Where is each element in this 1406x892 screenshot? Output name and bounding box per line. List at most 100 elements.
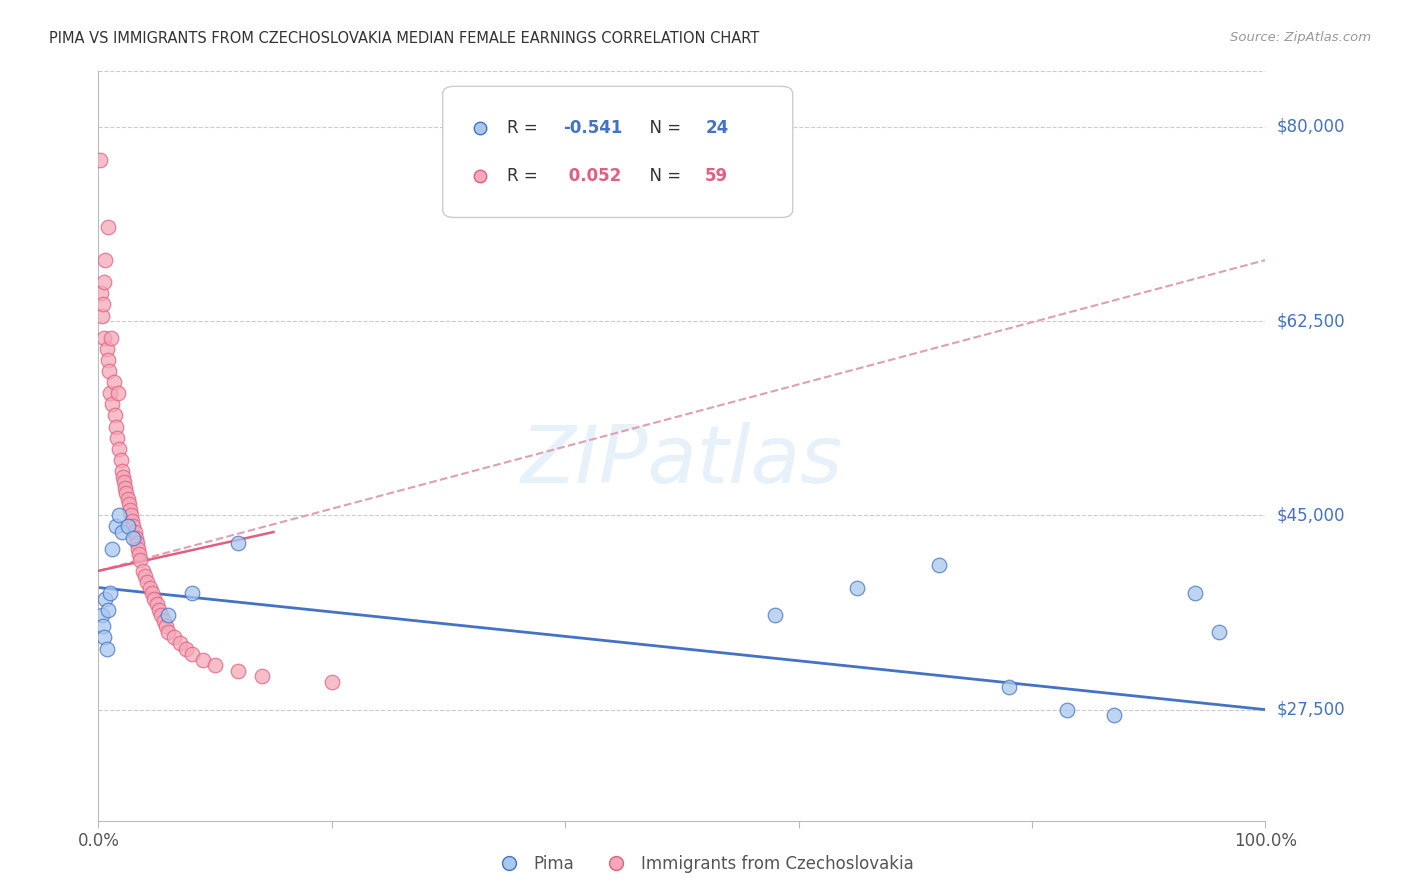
Point xyxy=(93,331,115,345)
Legend: Pima, Immigrants from Czechoslovakia: Pima, Immigrants from Czechoslovakia xyxy=(485,848,921,880)
Point xyxy=(228,536,250,550)
Text: R =: R = xyxy=(508,168,543,186)
Point xyxy=(157,608,180,623)
Point xyxy=(146,597,169,611)
Text: R =: R = xyxy=(508,119,543,136)
Point xyxy=(94,591,117,606)
Point xyxy=(228,664,250,678)
Point xyxy=(115,486,138,500)
Point xyxy=(89,153,111,168)
Point xyxy=(1184,586,1206,600)
Point xyxy=(157,624,180,639)
Point xyxy=(98,386,121,401)
Point xyxy=(180,586,202,600)
Point xyxy=(118,497,141,511)
Point xyxy=(1056,703,1078,717)
Text: N =: N = xyxy=(638,119,686,136)
Point xyxy=(94,253,117,268)
Point xyxy=(928,558,950,573)
Point xyxy=(163,631,186,645)
Point xyxy=(193,653,215,667)
Point xyxy=(122,519,145,533)
Point xyxy=(124,524,146,539)
Point xyxy=(97,364,120,378)
Point xyxy=(108,508,131,523)
Point xyxy=(117,519,139,533)
Point xyxy=(136,574,159,589)
Point xyxy=(152,614,174,628)
Point xyxy=(110,453,132,467)
Point xyxy=(111,469,134,483)
Point xyxy=(104,519,127,533)
Point xyxy=(122,531,145,545)
Point xyxy=(104,409,127,423)
Point xyxy=(155,619,177,633)
Point xyxy=(114,481,136,495)
Point xyxy=(108,442,131,456)
Point xyxy=(90,608,112,623)
Point xyxy=(125,536,148,550)
Point xyxy=(93,275,115,289)
Text: $62,500: $62,500 xyxy=(1277,312,1346,330)
Point xyxy=(132,564,155,578)
Point xyxy=(127,541,149,556)
Point xyxy=(169,636,191,650)
Text: N =: N = xyxy=(638,168,686,186)
Point xyxy=(139,581,162,595)
Point xyxy=(111,524,134,539)
Point xyxy=(96,641,118,656)
Point xyxy=(111,464,134,478)
Point xyxy=(90,286,112,301)
Point xyxy=(104,419,127,434)
Point xyxy=(204,658,226,673)
Text: PIMA VS IMMIGRANTS FROM CZECHOSLOVAKIA MEDIAN FEMALE EARNINGS CORRELATION CHART: PIMA VS IMMIGRANTS FROM CZECHOSLOVAKIA M… xyxy=(49,31,759,46)
Point xyxy=(997,681,1019,695)
Point xyxy=(174,641,197,656)
Point xyxy=(141,586,163,600)
Point xyxy=(97,219,120,234)
Text: $27,500: $27,500 xyxy=(1277,700,1346,719)
Point xyxy=(97,603,120,617)
Point xyxy=(128,547,150,561)
Point xyxy=(101,397,124,411)
Point xyxy=(143,591,166,606)
Point xyxy=(134,569,156,583)
Text: $80,000: $80,000 xyxy=(1277,118,1346,136)
Point xyxy=(91,297,114,311)
Point xyxy=(763,608,786,623)
Point xyxy=(101,541,124,556)
Point xyxy=(96,342,118,356)
Text: 59: 59 xyxy=(706,168,728,186)
Text: -0.541: -0.541 xyxy=(562,119,623,136)
Text: 24: 24 xyxy=(706,119,728,136)
Point xyxy=(150,608,173,623)
Point xyxy=(93,631,115,645)
Point xyxy=(103,375,125,389)
Point xyxy=(118,503,141,517)
Point xyxy=(90,309,112,323)
Point xyxy=(100,331,122,345)
Point xyxy=(105,431,128,445)
FancyBboxPatch shape xyxy=(443,87,793,218)
Text: $45,000: $45,000 xyxy=(1277,507,1346,524)
Point xyxy=(846,581,869,595)
Point xyxy=(129,553,152,567)
Point xyxy=(1102,708,1125,723)
Point xyxy=(148,603,170,617)
Text: 0.052: 0.052 xyxy=(562,168,621,186)
Point xyxy=(1208,624,1230,639)
Point xyxy=(250,669,273,683)
Point xyxy=(91,619,114,633)
Text: ZIPatlas: ZIPatlas xyxy=(520,422,844,500)
Point xyxy=(121,514,143,528)
Point xyxy=(180,647,202,661)
Point xyxy=(98,586,121,600)
Point xyxy=(97,353,120,368)
Point xyxy=(120,508,142,523)
Point xyxy=(125,531,148,545)
Point xyxy=(321,674,343,689)
Point xyxy=(107,386,129,401)
Point xyxy=(112,475,135,489)
Text: Source: ZipAtlas.com: Source: ZipAtlas.com xyxy=(1230,31,1371,45)
Point xyxy=(117,491,139,506)
